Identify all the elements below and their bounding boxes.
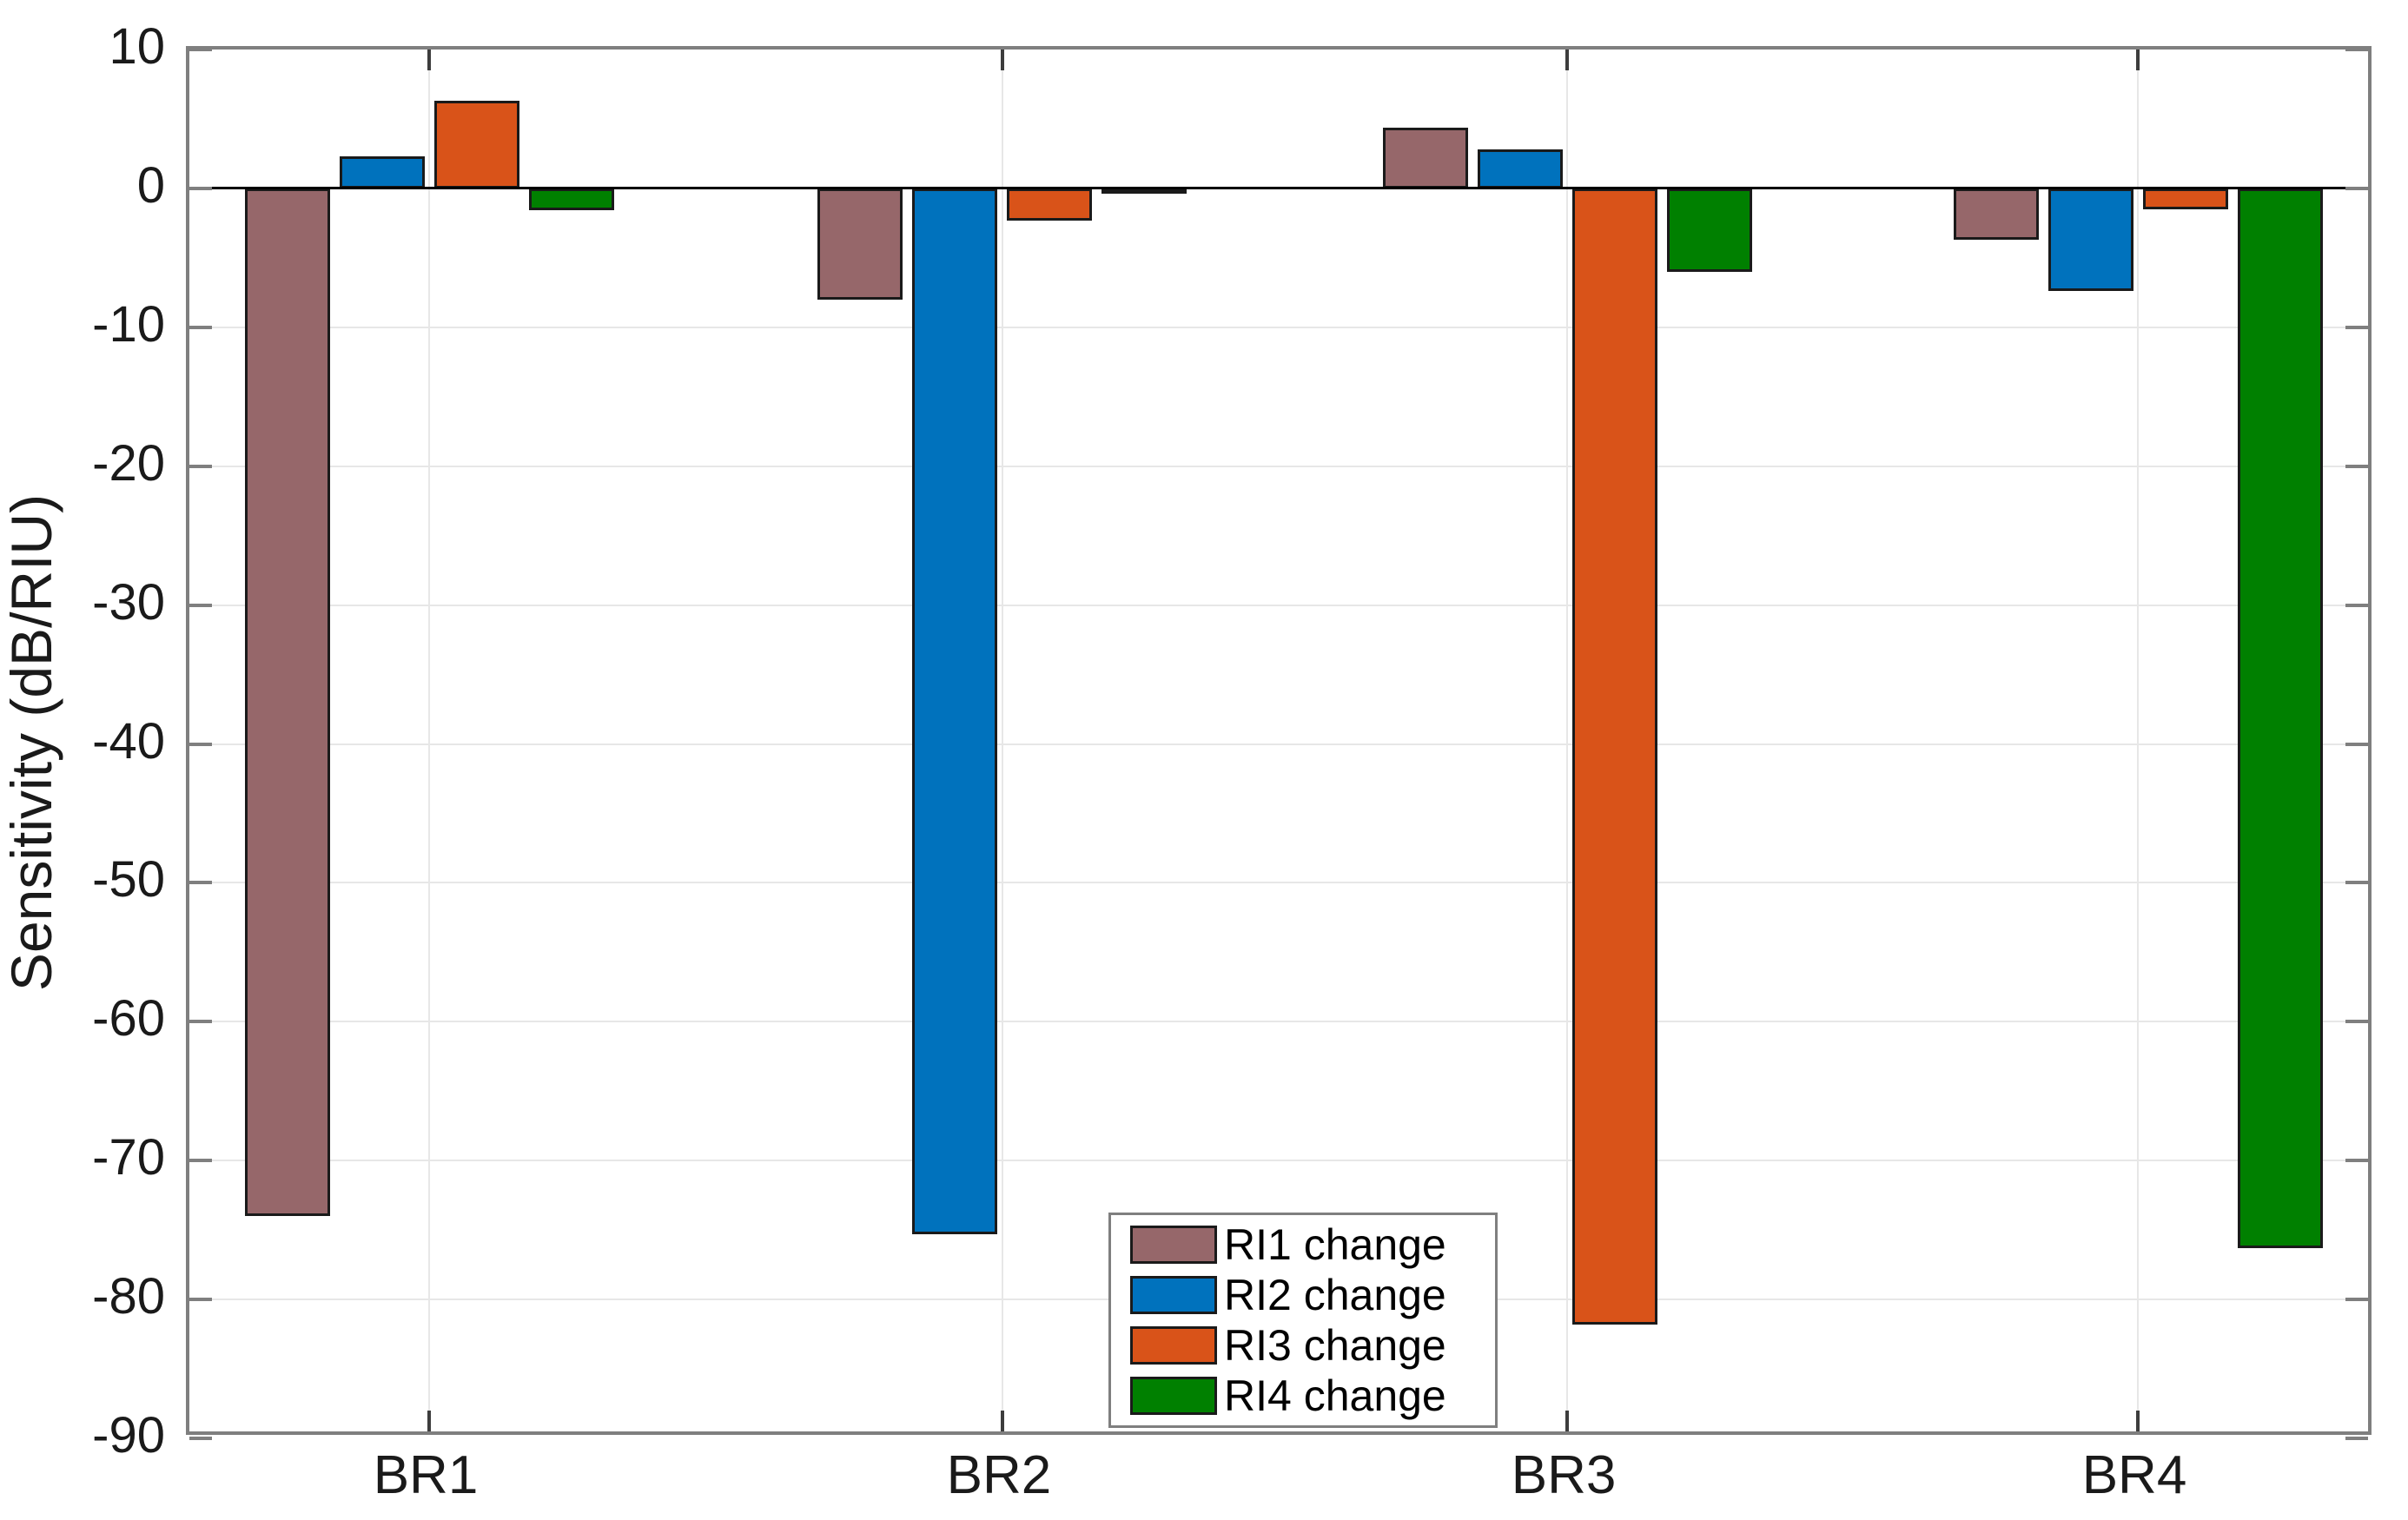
y-tick-label--80: -80 <box>92 1268 165 1325</box>
legend-item: RI1 change <box>1130 1222 1495 1267</box>
tick-left-y--90 <box>189 1437 212 1440</box>
bar-BR3-ri1-change <box>1382 127 1468 188</box>
tick-right-y--60 <box>2345 1020 2368 1024</box>
x-tick-label-BR1: BR1 <box>373 1445 479 1505</box>
legend-label-ri4: RI4 change <box>1224 1371 1446 1420</box>
y-tick-label--60: -60 <box>92 990 165 1047</box>
bar-BR2-ri2-change <box>912 188 998 1234</box>
plot-area: RI1 change RI2 change RI3 change RI4 cha… <box>186 46 2372 1440</box>
bar-BR1-ri4-change <box>528 188 614 211</box>
bar-BR3-ri4-change <box>1666 188 1752 272</box>
tick-right-y--80 <box>2345 1298 2368 1302</box>
y-tick-label--10: -10 <box>92 295 165 353</box>
bar-BR2-ri3-change <box>1007 188 1093 221</box>
gridline-y--10 <box>189 326 2368 328</box>
legend-box: RI1 change RI2 change RI3 change RI4 cha… <box>1108 1213 1498 1428</box>
gridline-y--40 <box>189 743 2368 745</box>
tick-left-y--30 <box>189 603 212 607</box>
bar-BR4-ri3-change <box>2142 188 2228 209</box>
gridline-y--70 <box>189 1160 2368 1162</box>
tick-left-y--80 <box>189 1298 212 1302</box>
legend-item: RI2 change <box>1130 1272 1495 1318</box>
legend-item: RI3 change <box>1130 1323 1495 1368</box>
tick-right-y--10 <box>2345 325 2368 329</box>
x-tick-label-BR2: BR2 <box>946 1445 1052 1505</box>
tick-top-BR4 <box>2136 50 2140 70</box>
y-tick-label--50: -50 <box>92 851 165 909</box>
gridline-x-BR3 <box>1566 50 1569 1431</box>
gridline-y--50 <box>189 882 2368 884</box>
bar-BR3-ri3-change <box>1571 188 1657 1325</box>
x-tick-label-BR3: BR3 <box>1511 1445 1617 1505</box>
bar-BR4-ri1-change <box>1953 188 2039 241</box>
y-tick-label--30: -30 <box>92 573 165 631</box>
gridline-x-BR4 <box>2137 50 2139 1431</box>
y-tick-label-10: 10 <box>109 18 165 75</box>
tick-left-y--10 <box>189 325 212 329</box>
y-tick-label--20: -20 <box>92 434 165 492</box>
tick-right-y--30 <box>2345 603 2368 607</box>
gridline-y--20 <box>189 465 2368 467</box>
legend-swatch-ri1-icon <box>1130 1226 1217 1264</box>
tick-left-y--60 <box>189 1020 212 1024</box>
zero-line <box>189 187 2368 190</box>
bar-BR4-ri2-change <box>2047 188 2133 292</box>
tick-top-BR1 <box>427 50 431 70</box>
bar-BR1-ri3-change <box>433 101 519 188</box>
tick-left-y-0 <box>189 186 212 190</box>
legend-swatch-ri2-icon <box>1130 1276 1217 1314</box>
tick-right-y--90 <box>2345 1437 2368 1440</box>
tick-left-y--20 <box>189 464 212 468</box>
bar-BR2-ri1-change <box>817 188 903 300</box>
y-tick-label-0: 0 <box>136 156 165 214</box>
tick-left-y--70 <box>189 1159 212 1163</box>
tick-top-BR2 <box>1000 50 1004 70</box>
bar-BR2-ri4-change <box>1101 188 1187 194</box>
legend-label-ri2: RI2 change <box>1224 1271 1446 1319</box>
tick-left-y--50 <box>189 881 212 885</box>
tick-bottom-BR1 <box>427 1411 431 1431</box>
gridline-x-BR1 <box>428 50 430 1431</box>
tick-right-y--70 <box>2345 1159 2368 1163</box>
tick-right-y-0 <box>2345 186 2368 190</box>
legend-label-ri1: RI1 change <box>1224 1220 1446 1269</box>
y-tick-label--40: -40 <box>92 712 165 770</box>
y-tick-label--90: -90 <box>92 1407 165 1464</box>
tick-left-y-10 <box>189 48 212 51</box>
bar-BR1-ri2-change <box>339 156 425 188</box>
gridline-x-BR2 <box>1001 50 1003 1431</box>
bar-BR1-ri1-change <box>244 188 330 1217</box>
tick-right-y--50 <box>2345 881 2368 885</box>
tick-bottom-BR2 <box>1000 1411 1004 1431</box>
tick-right-y-10 <box>2345 48 2368 51</box>
tick-bottom-BR4 <box>2136 1411 2140 1431</box>
y-tick-label--70: -70 <box>92 1129 165 1186</box>
tick-bottom-BR3 <box>1565 1411 1570 1431</box>
legend-swatch-ri4-icon <box>1130 1377 1217 1415</box>
tick-left-y--40 <box>189 742 212 746</box>
bar-BR4-ri4-change <box>2237 188 2323 1248</box>
tick-right-y--20 <box>2345 464 2368 468</box>
tick-top-BR3 <box>1565 50 1570 70</box>
legend-swatch-ri3-icon <box>1130 1326 1217 1365</box>
legend-item: RI4 change <box>1130 1373 1495 1418</box>
tick-right-y--40 <box>2345 742 2368 746</box>
gridline-y--60 <box>189 1021 2368 1023</box>
gridline-y--30 <box>189 604 2368 606</box>
bar-BR3-ri2-change <box>1477 149 1563 188</box>
legend-label-ri3: RI3 change <box>1224 1321 1446 1370</box>
x-tick-label-BR4: BR4 <box>2081 1445 2187 1505</box>
